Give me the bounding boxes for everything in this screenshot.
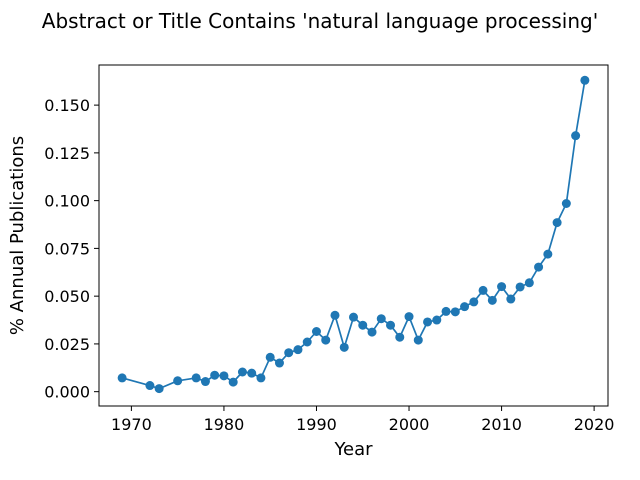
data-point xyxy=(284,348,294,358)
data-point xyxy=(367,327,377,337)
data-point xyxy=(386,320,396,330)
data-point xyxy=(219,371,229,381)
data-point xyxy=(145,381,155,391)
data-point xyxy=(441,306,451,316)
data-point xyxy=(460,302,470,312)
series-layer xyxy=(117,75,590,394)
x-tick-label: 1980 xyxy=(204,415,245,434)
data-point xyxy=(423,317,433,327)
data-point xyxy=(302,337,312,347)
data-point xyxy=(256,373,266,383)
x-tick-label: 1970 xyxy=(111,415,152,434)
data-point xyxy=(515,282,525,292)
data-point xyxy=(413,335,423,345)
y-tick-label: 0.150 xyxy=(44,96,90,115)
data-point xyxy=(200,377,210,387)
data-point xyxy=(524,278,534,288)
data-point xyxy=(469,297,479,307)
x-tick-label: 2010 xyxy=(481,415,522,434)
data-point xyxy=(432,315,442,325)
data-point xyxy=(117,373,127,383)
x-axis: 1970 1980 1990 2000 2010 2020 xyxy=(111,406,614,434)
y-tick-label: 0.075 xyxy=(44,239,90,258)
data-point xyxy=(321,335,331,345)
data-point xyxy=(404,312,414,322)
data-point xyxy=(154,384,164,394)
y-axis: 0.000 0.025 0.050 0.075 0.100 0.125 0.150 xyxy=(44,96,99,402)
data-point xyxy=(247,368,257,378)
data-point xyxy=(330,310,340,320)
data-point xyxy=(228,377,238,387)
series-line xyxy=(121,80,586,390)
y-tick-label: 0.125 xyxy=(44,144,90,163)
data-point xyxy=(191,373,201,383)
data-point xyxy=(376,314,386,324)
data-point xyxy=(561,199,571,209)
data-point xyxy=(311,326,321,336)
data-point xyxy=(497,282,507,292)
data-point xyxy=(173,376,183,386)
plot-area xyxy=(98,64,609,407)
x-tick-label: 1990 xyxy=(296,415,337,434)
data-point xyxy=(293,345,303,355)
data-point xyxy=(580,75,590,85)
y-tick-label: 0.050 xyxy=(44,287,90,306)
data-point xyxy=(543,249,553,259)
data-point xyxy=(534,262,544,272)
x-tick-label: 2020 xyxy=(574,415,615,434)
data-point xyxy=(358,320,368,330)
data-point xyxy=(265,352,275,362)
data-point xyxy=(274,358,284,368)
data-point xyxy=(552,218,562,228)
data-point xyxy=(395,332,405,342)
data-point xyxy=(478,285,488,295)
data-point xyxy=(349,312,358,322)
data-point xyxy=(450,307,460,317)
data-point xyxy=(339,342,349,352)
data-point xyxy=(571,131,581,141)
y-tick-label: 0.025 xyxy=(44,335,90,354)
data-point xyxy=(487,295,497,305)
y-tick-label: 0.100 xyxy=(44,192,90,211)
y-axis-label: % Annual Publications xyxy=(7,136,28,335)
x-axis-label: Year xyxy=(333,439,373,460)
data-point xyxy=(210,370,220,380)
x-tick-label: 2000 xyxy=(389,415,430,434)
y-tick-label: 0.000 xyxy=(44,383,90,402)
data-point xyxy=(237,367,247,377)
chart-title: Abstract or Title Contains 'natural lang… xyxy=(42,9,598,33)
data-point xyxy=(506,294,516,304)
